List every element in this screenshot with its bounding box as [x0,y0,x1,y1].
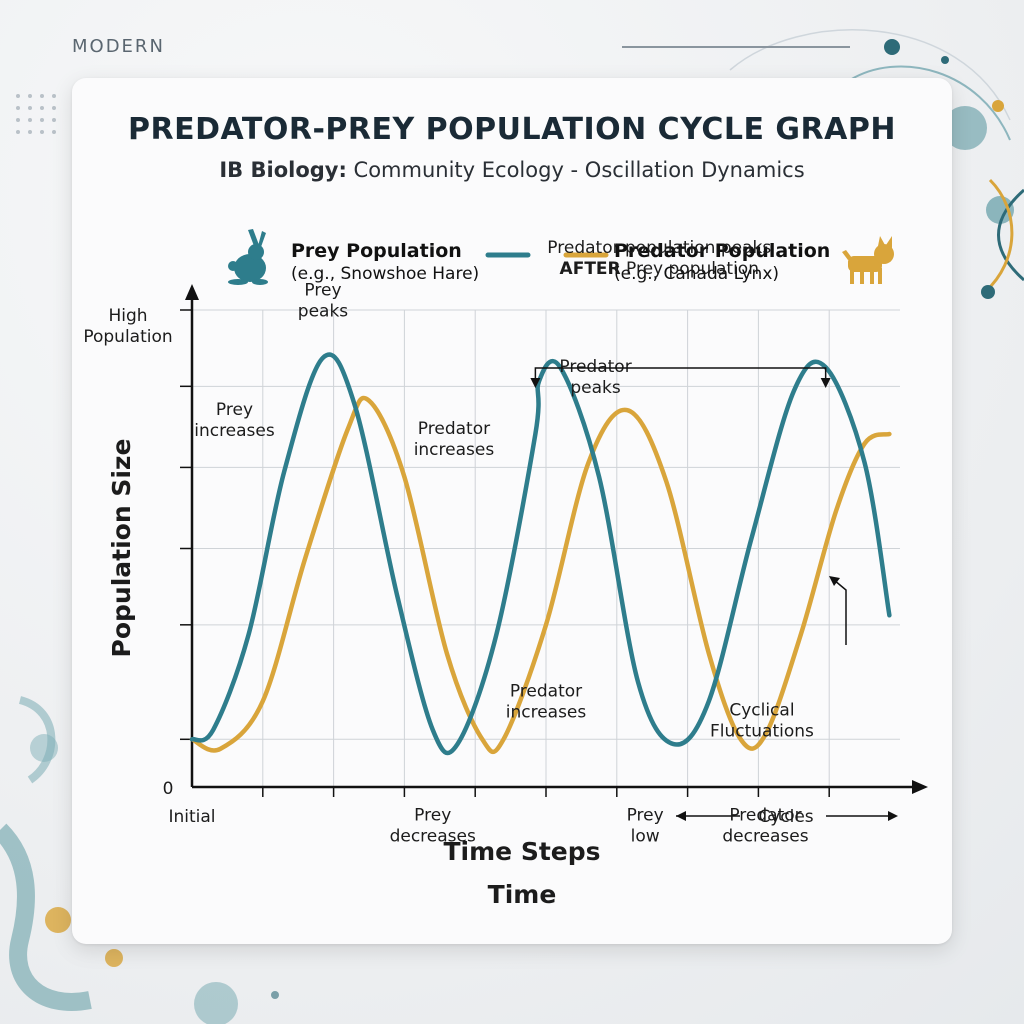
lag-bracket-arrow-right [820,378,831,388]
y-axis-arrow [185,284,199,300]
cycles-arrow-left-head [676,811,686,821]
chart-card [72,78,952,944]
predator-peaks-annotation: Predator peaks [559,357,631,398]
prey-increases-annotation: Prey increases [194,400,275,441]
lag-annotation: Predator population peaks AFTER Prey popu… [547,238,771,279]
cycles-label: Cycles [758,807,813,827]
cyclical-pointer [833,579,847,645]
cyclical-fluctuations-annotation: Cyclical Fluctuations [710,700,814,741]
predator-series-line [189,395,892,755]
x-start-label: Initial [168,807,215,827]
cyclical-pointer-head [829,576,840,586]
chart-title: PREDATOR-PREY POPULATION CYCLE GRAPH [128,112,896,147]
brand-divider [622,46,850,48]
legend-prey-example: (e.g., Snowshoe Hare) [291,264,480,284]
lag-bracket [534,367,827,382]
x-axis-arrow [912,780,928,794]
y-zero-label: 0 [163,779,174,799]
legend-predator-name: Predator Population [614,240,831,262]
prey-peaks-annotation: Prey peaks [298,281,349,322]
predator-increases-annotation: Predator increases [414,419,495,460]
prey-decreases-annotation: Prey decreases [390,805,476,846]
prey-series-line [189,352,892,756]
cycles-arrow-right-head [888,811,898,821]
predator-increases-annotation-2: Predator increases [506,681,587,722]
legend-predator: Predator Population (e.g., Canada Lynx) [614,240,830,284]
y-top-label: High Population [83,306,172,347]
lag-bracket-arrow-left [530,378,541,388]
legend-predator-example: (e.g., Canada Lynx) [614,264,780,284]
subtitle-text: Community Ecology - Oscillation Dynamics [346,158,805,182]
x-axis-label-secondary: Time [488,880,557,909]
predator-decreases-annotation: Predator decreases [722,805,808,846]
subtitle-prefix: IB Biology: [219,158,347,182]
legend-prey: Prey Population (e.g., Snowshoe Hare) [291,240,479,284]
x-axis-label: Time Steps [443,837,600,866]
brand-label: MODERN [72,36,165,57]
chart-subtitle: IB Biology: Community Ecology - Oscillat… [0,158,1024,182]
prey-low-annotation: Prey low [627,805,664,846]
legend-prey-name: Prey Population [291,240,462,262]
y-axis-label: Population Size [107,439,136,658]
